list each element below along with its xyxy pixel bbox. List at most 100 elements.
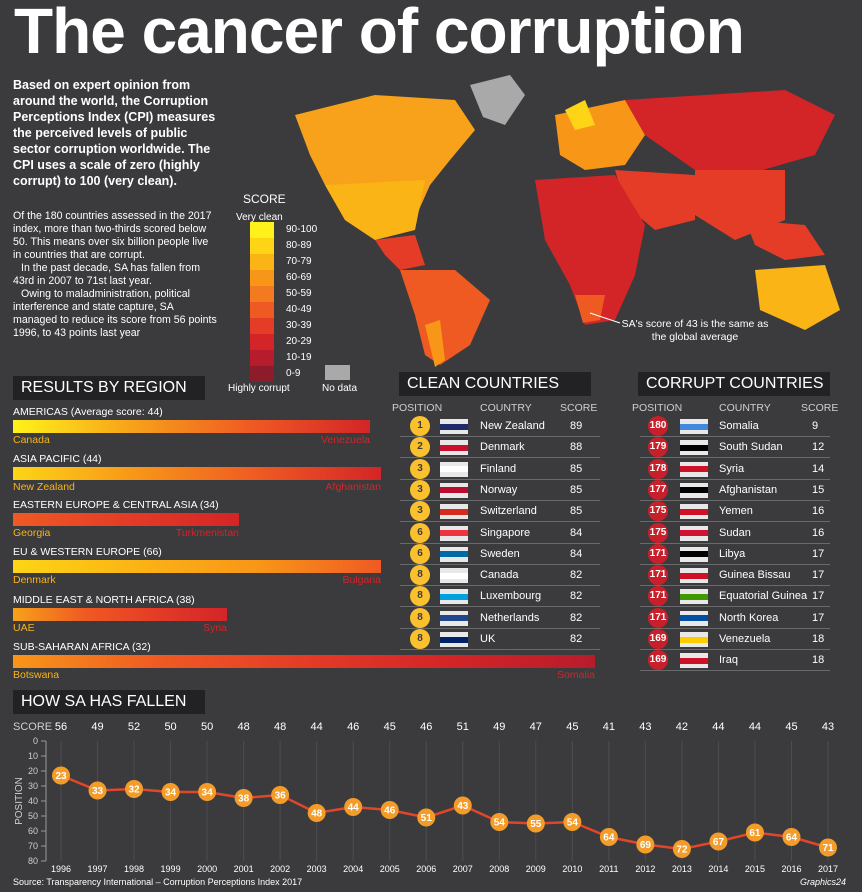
region-label: EU & WESTERN EUROPE (66): [13, 546, 162, 558]
map-australia: [755, 265, 840, 330]
regions-heading: RESULTS BY REGION: [13, 376, 205, 400]
country-score: 16: [812, 505, 825, 518]
map-north-america: [295, 95, 475, 240]
y-tick-label: 50: [28, 811, 38, 821]
equatorial-guinea-flag: [680, 589, 708, 605]
data-label: 32: [128, 785, 140, 796]
data-point: [453, 796, 472, 815]
data-label: 67: [713, 837, 725, 848]
flag-stripe: [440, 530, 468, 536]
flag-stripe: [680, 657, 708, 664]
data-label: 44: [348, 803, 360, 814]
flag-stripe: [680, 444, 708, 451]
position-badge: 169: [648, 629, 668, 649]
flag-stripe: [440, 593, 468, 600]
source-note: Source: Transparency International – Cor…: [13, 877, 303, 887]
country-name: Denmark: [480, 441, 525, 454]
data-label: 61: [749, 828, 761, 839]
data-point: [745, 823, 764, 842]
x-tick-label: 2011: [599, 864, 618, 874]
country-score: 85: [570, 483, 583, 496]
flag-stripe: [440, 508, 468, 515]
table-row-divider: [640, 649, 830, 650]
score-row-label: SCORE: [13, 721, 52, 733]
score-value: 45: [384, 721, 396, 733]
flag-stripe: [680, 466, 708, 473]
flag-stripe: [680, 423, 708, 430]
country-name: Norway: [480, 483, 518, 496]
data-point: [672, 840, 691, 858]
sa-line-chart: SCORE 56 49 52 50 50 48 48 44 46 45 46 51 49 47 45 41 43 4…: [13, 721, 838, 874]
body-paragraph: Owing to maladministration, political in…: [13, 288, 217, 339]
legend-bin-label: 80-89: [286, 240, 312, 251]
country-name: Switzerland: [480, 505, 537, 518]
x-tick-label: 1999: [161, 864, 181, 874]
table-row-divider: [400, 627, 600, 629]
data-point: [819, 838, 837, 857]
canada-flag: [440, 568, 468, 584]
table-row-divider: [400, 649, 600, 650]
data-point: [526, 814, 545, 833]
country-score: 84: [570, 526, 583, 539]
score-value: 45: [785, 721, 797, 733]
country-name: Iraq: [719, 654, 738, 667]
position-badge: 169: [648, 650, 668, 671]
country-score: 82: [570, 633, 583, 645]
region-label: ASIA PACIFIC (44): [13, 453, 102, 465]
score-value: 46: [347, 721, 359, 733]
libya-flag: [680, 546, 708, 562]
y-tick-label: 20: [28, 766, 38, 776]
region-best: Denmark: [13, 574, 56, 586]
data-point: [161, 783, 180, 801]
data-point: [125, 780, 144, 798]
x-tick-label: 2016: [781, 864, 801, 874]
country-score: 82: [570, 569, 583, 582]
legend-nodata-swatch: [325, 365, 350, 380]
flag-stripe: [440, 572, 468, 579]
x-tick-label: 2000: [197, 864, 217, 874]
legend-bin-label: 90-100: [286, 224, 318, 235]
country-name: Luxembourg: [480, 590, 542, 603]
body-paragraph: In the past decade, SA has fallen from 4…: [13, 262, 201, 287]
table-row-divider: [400, 499, 600, 501]
data-point: [709, 832, 728, 851]
legend-bin-label: 20-29: [286, 336, 312, 347]
venezuela-flag: [680, 632, 708, 647]
region-worst: Syria: [203, 622, 227, 634]
data-label: 55: [530, 819, 542, 830]
data-point: [782, 828, 801, 846]
y-tick-label: 80: [28, 856, 38, 866]
position-badge: 8: [410, 607, 430, 628]
score-value: 48: [237, 721, 249, 733]
legend-swatch: [250, 318, 274, 334]
x-tick-label: 2013: [672, 864, 692, 874]
data-label: 64: [786, 833, 798, 844]
score-value: 45: [566, 721, 578, 733]
region-bar: [13, 655, 595, 668]
table-row-divider: [640, 521, 830, 523]
south-sudan-flag: [680, 440, 708, 456]
x-tick-label: 2002: [270, 864, 290, 874]
x-tick-label: 2001: [234, 864, 254, 874]
table-row-divider: [400, 606, 600, 608]
position-badge: 179: [648, 437, 668, 458]
x-tick-label: 2014: [708, 864, 728, 874]
position-badge: 6: [410, 522, 430, 543]
x-tick-label: 2007: [453, 864, 473, 874]
country-name: Syria: [719, 462, 745, 475]
data-label: 38: [238, 794, 250, 805]
country-name: Singapore: [480, 526, 531, 539]
country-score: 12: [812, 441, 825, 454]
flag-stripe: [440, 636, 468, 643]
region-bar: [13, 513, 239, 526]
country-score: 16: [812, 526, 825, 539]
legend-bin-label: 10-19: [286, 352, 312, 363]
country-name: Somalia: [719, 420, 759, 432]
map-greenland: [470, 75, 525, 125]
position-badge: 3: [410, 501, 430, 522]
afghanistan-flag: [680, 482, 708, 498]
map-central-america: [375, 235, 425, 270]
country-score: 82: [570, 611, 583, 624]
netherlands-flag: [440, 610, 468, 626]
data-point: [490, 813, 509, 831]
